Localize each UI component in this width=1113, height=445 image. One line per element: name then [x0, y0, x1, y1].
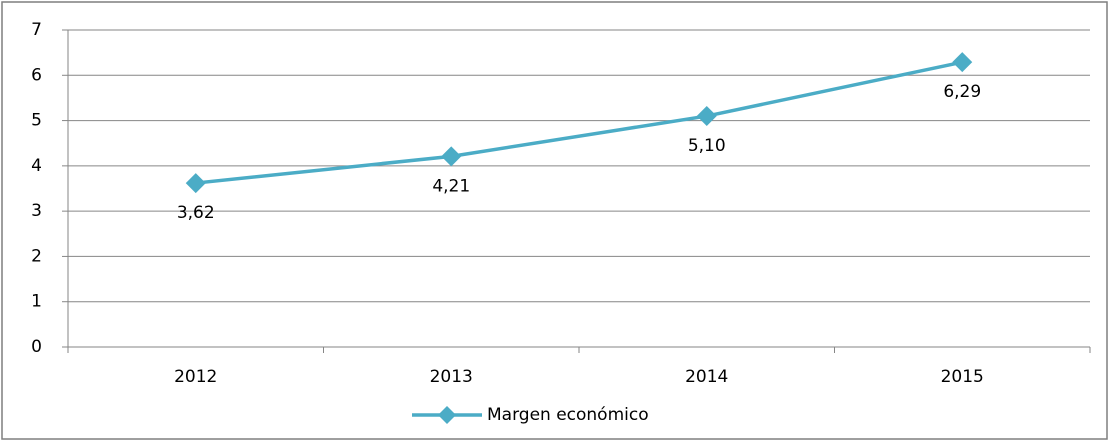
marker [441, 146, 462, 167]
y-tick-label: 5 [31, 111, 42, 131]
y-tick-label: 0 [31, 337, 42, 357]
y-tick-label: 2 [31, 246, 42, 266]
marker [185, 173, 206, 194]
data-label: 5,10 [688, 136, 726, 156]
data-label: 4,21 [432, 176, 470, 196]
y-tick-label: 7 [31, 20, 42, 40]
y-tick-label: 3 [31, 201, 42, 221]
line [195, 60, 963, 185]
data-label: 6,29 [943, 82, 981, 102]
legend-marker [438, 406, 456, 424]
x-tick-label: 2014 [685, 367, 728, 387]
y-tick-label: 6 [31, 65, 42, 85]
marker [952, 52, 973, 73]
x-tick-label: 2015 [941, 367, 984, 387]
marker [696, 106, 717, 127]
x-tick-label: 2012 [174, 367, 217, 387]
legend-label: Margen económico [487, 405, 649, 425]
data-label: 3,62 [177, 203, 215, 223]
x-tick-label: 2013 [430, 367, 473, 387]
y-tick-label: 1 [31, 292, 42, 312]
y-tick-label: 4 [31, 156, 42, 176]
